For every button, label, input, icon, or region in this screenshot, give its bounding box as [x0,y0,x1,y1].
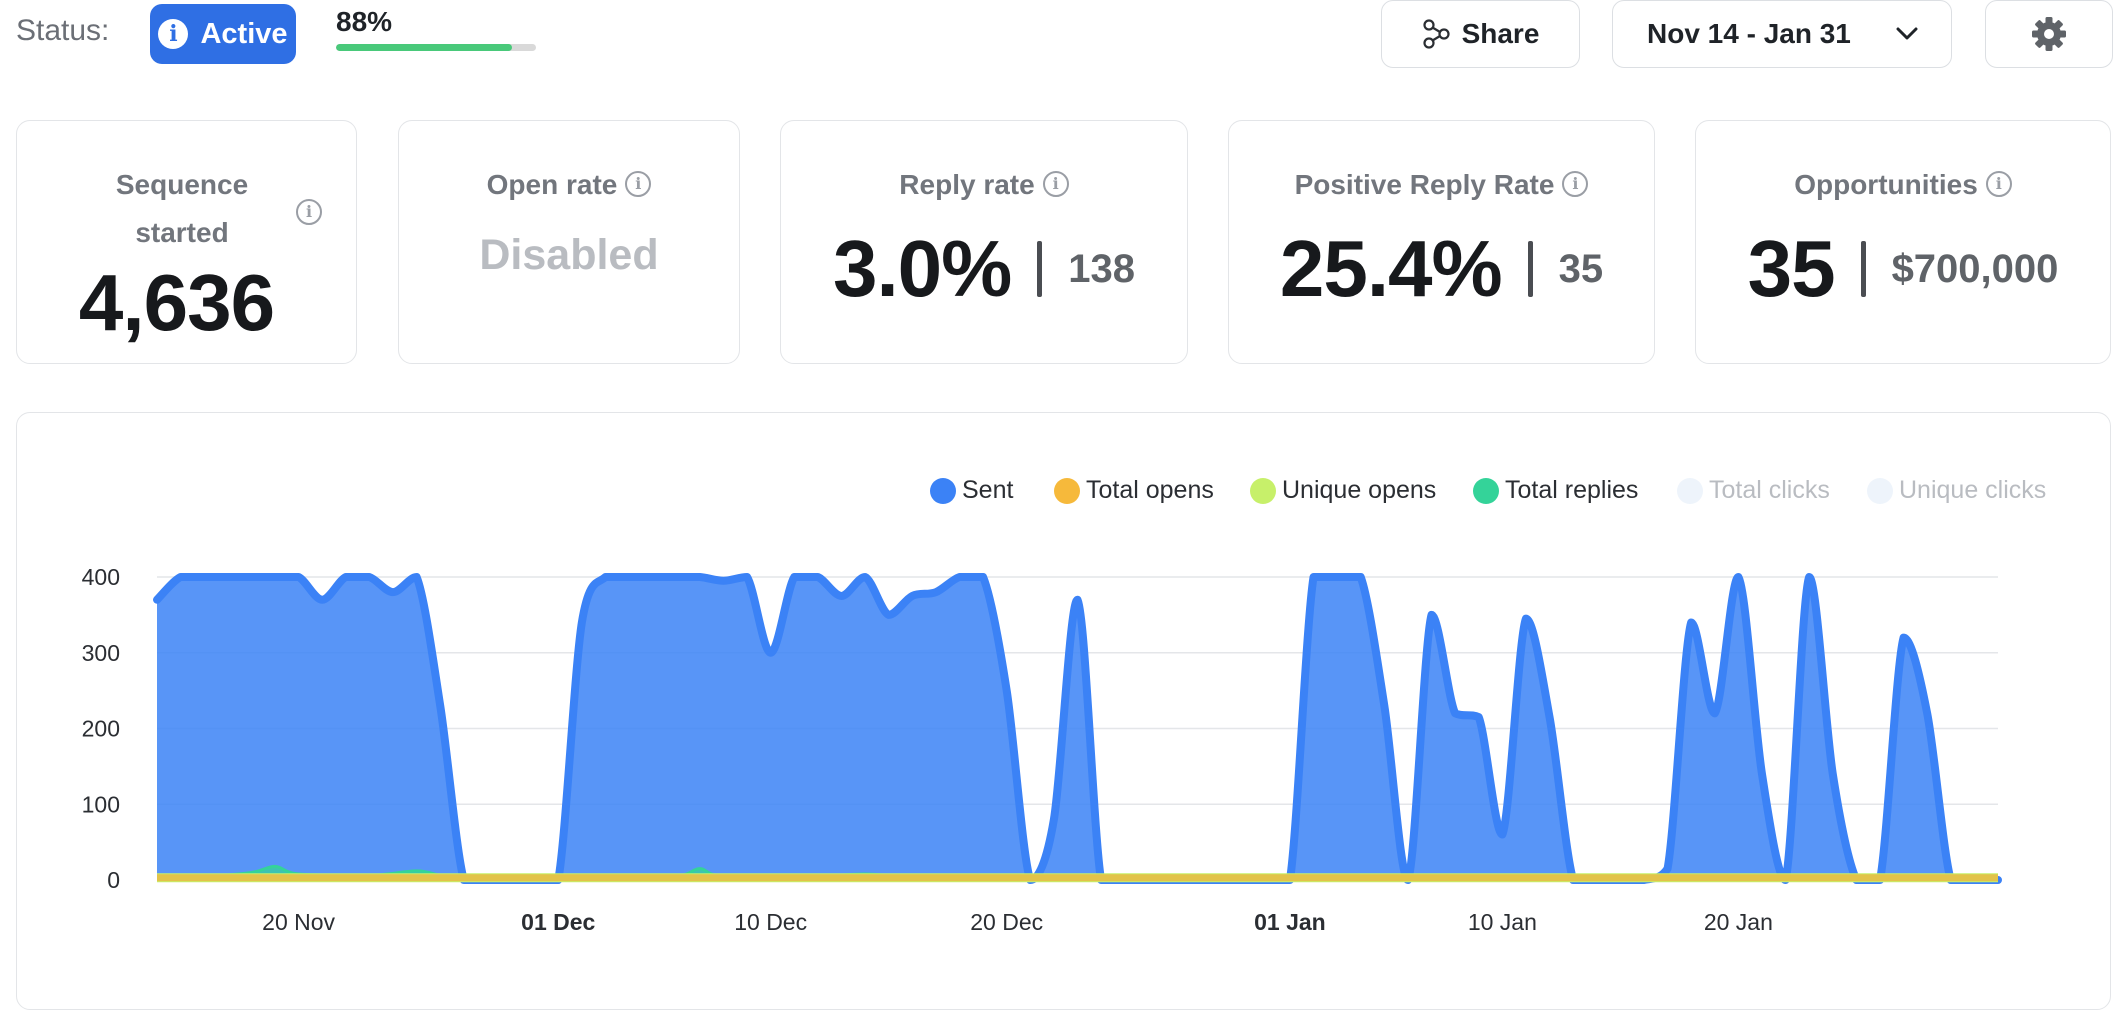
divider [1037,241,1043,297]
legend-label: Total replies [1505,476,1639,504]
legend-item-total-replies[interactable]: Total replies [1473,476,1638,505]
opportunities-amount: $700,000 [1891,246,2059,291]
status-badge-label: Active [200,17,288,50]
divider [1527,241,1533,297]
info-icon[interactable]: i [1042,170,1069,197]
legend-item-total-clicks[interactable]: Total clicks [1677,476,1830,505]
legend-label: Total clicks [1709,476,1830,504]
card-title-label: Positive Reply Rate [1294,169,1555,200]
card-opportunities: Opportunities i 35 $700,000 [1695,120,2111,364]
progress-fill [336,44,512,51]
date-range-select[interactable]: Nov 14 - Jan 31 [1612,0,1952,68]
card-title-label: Open rate [486,169,618,200]
positive-reply-rate-value: 25.4% [1279,224,1503,313]
legend-label: Unique opens [1282,476,1437,504]
legend-dot [1250,477,1276,504]
gear-icon [2032,17,2066,51]
open-rate-value: Disabled [479,231,659,279]
share-label: Share [1461,18,1540,49]
settings-button[interactable] [1985,0,2113,68]
legend-label: Total opens [1086,476,1214,504]
share-button[interactable]: Share [1381,0,1580,68]
card-title: Sequence started [115,169,249,248]
legend-item-sent[interactable]: Sent [930,476,1013,505]
legend-dot [930,477,956,504]
legend-label: Sent [962,476,1014,504]
legend-dot [1054,477,1080,504]
x-tick-label: 20 Jan [1704,909,1773,935]
info-icon[interactable]: i [296,199,322,225]
legend-dot [1867,477,1893,504]
x-tick-label: 20 Dec [970,909,1043,935]
top-bar: Status: i Active 88% Share Nov 14 - Jan … [0,0,2128,80]
x-tick-label: 10 Jan [1468,909,1537,935]
date-range-label: Nov 14 - Jan 31 [1647,18,1851,49]
legend-dot [1677,477,1703,504]
card-reply-rate: Reply rate i 3.0% 138 [780,120,1188,364]
legend-item-unique-opens[interactable]: Unique opens [1250,476,1436,505]
card-positive-reply-rate: Positive Reply Rate i 25.4% 35 [1228,120,1655,364]
positive-reply-count: 35 [1558,246,1604,291]
card-title: Open rate i [399,169,739,201]
card-title: Positive Reply Rate i [1229,169,1654,201]
reply-rate-value: 3.0% [832,224,1012,313]
status-label: Status: [16,14,110,47]
card-value-row: 25.4% 35 [1229,219,1654,319]
info-icon: i [158,19,189,49]
card-title: Opportunities i [1696,169,2110,201]
reply-count: 138 [1068,246,1136,291]
info-icon[interactable]: i [1562,170,1589,197]
opportunities-value: 35 [1747,224,1836,313]
x-tick-label: 10 Dec [734,909,807,935]
y-tick-label: 100 [82,791,120,817]
progress-text: 88% [336,6,393,37]
progress: 88% [336,6,536,51]
info-icon[interactable]: i [625,170,652,197]
legend-label: Unique clicks [1899,476,2047,504]
progress-track [336,44,536,51]
divider [1860,241,1866,297]
x-tick-label: 20 Nov [262,909,335,935]
card-title-label: Opportunities [1794,169,1978,200]
legend-dot [1473,477,1499,504]
card-open-rate: Open rate i Disabled [398,120,740,364]
sequence-started-value: 4,636 [78,258,275,347]
y-tick-label: 0 [107,867,120,893]
y-tick-label: 300 [82,640,120,666]
card-value-row: 4,636 [0,253,356,353]
legend-item-total-opens[interactable]: Total opens [1054,476,1214,505]
card-value-row: 35 $700,000 [1696,219,2110,319]
status-badge[interactable]: i Active [150,4,296,64]
y-tick-label: 400 [82,564,120,590]
x-tick-label: 01 Jan [1254,909,1326,935]
info-icon[interactable]: i [1985,170,2012,197]
share-icon [1422,19,1450,49]
card-title-label: Reply rate [899,169,1035,200]
card-sequence-started: Sequence started i 4,636 [16,120,357,364]
card-value-row: 3.0% 138 [781,219,1187,319]
x-tick-label: 01 Dec [521,909,595,935]
legend-item-unique-clicks[interactable]: Unique clicks [1867,476,2046,505]
card-title: Reply rate i [781,169,1187,201]
chevron-down-icon [1896,27,1918,40]
y-tick-label: 200 [82,716,120,742]
